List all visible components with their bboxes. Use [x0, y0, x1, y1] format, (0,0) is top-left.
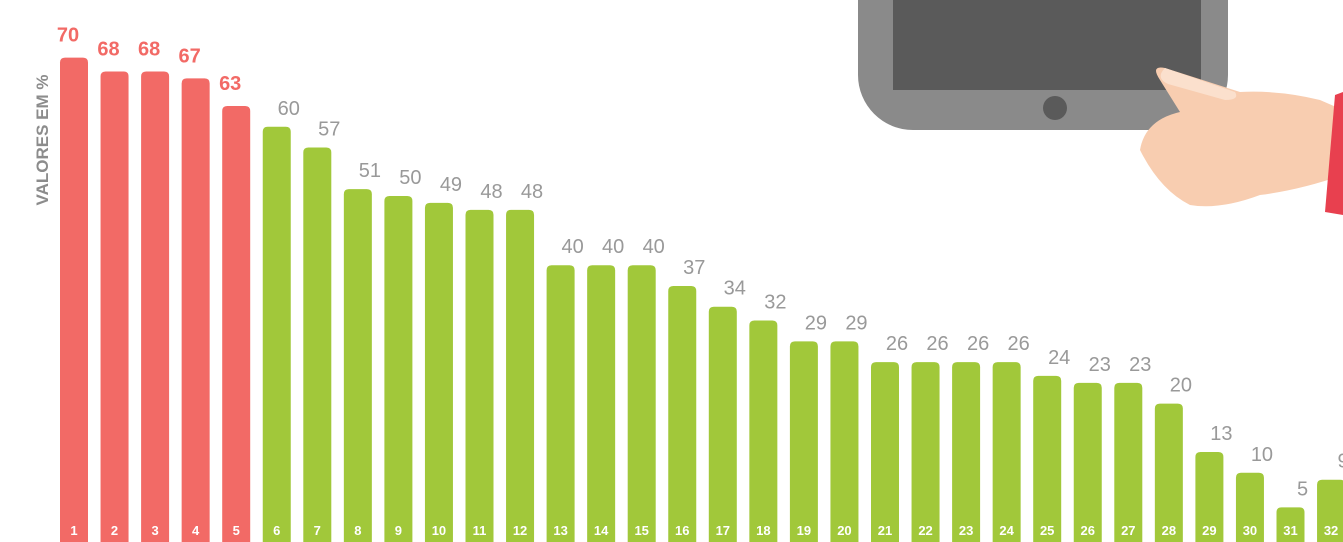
bar [1073, 382, 1102, 542]
bar [343, 189, 372, 542]
category-label: 23 [959, 523, 973, 538]
bar [424, 202, 453, 542]
bar [1114, 382, 1143, 542]
category-label: 8 [354, 523, 361, 538]
bar [1195, 452, 1224, 542]
category-label: 7 [314, 523, 321, 538]
category-label: 4 [192, 523, 200, 538]
value-label: 51 [359, 160, 381, 182]
value-label: 5 [1297, 478, 1308, 500]
bar [141, 71, 170, 542]
bar [830, 341, 859, 542]
value-label: 40 [643, 236, 665, 258]
value-label: 40 [602, 236, 624, 258]
bar [1154, 403, 1183, 542]
bar [749, 320, 778, 542]
bar [992, 362, 1021, 542]
value-label: 26 [886, 333, 908, 355]
value-label: 9 [1337, 451, 1343, 473]
bar [1235, 472, 1264, 542]
value-label: 26 [967, 333, 989, 355]
bar [871, 362, 899, 542]
category-label: 32 [1324, 523, 1338, 538]
category-label: 22 [918, 523, 932, 538]
bar [911, 362, 940, 542]
category-label: 29 [1202, 523, 1216, 538]
category-label: 25 [1040, 523, 1054, 538]
category-label: 3 [151, 523, 158, 538]
category-label: 16 [675, 523, 689, 538]
category-label: 6 [273, 523, 280, 538]
value-label: 50 [399, 167, 421, 189]
value-label: 57 [318, 119, 340, 141]
category-label: 2 [111, 523, 118, 538]
value-label: 20 [1170, 375, 1192, 397]
bar [708, 306, 737, 542]
value-label: 68 [138, 38, 160, 60]
value-label: 40 [561, 236, 583, 258]
category-label: 1 [70, 523, 77, 538]
value-label: 10 [1251, 444, 1273, 466]
bar [465, 209, 494, 542]
category-label: 10 [432, 523, 446, 538]
value-label: 49 [440, 174, 462, 196]
value-label: 29 [845, 312, 867, 334]
value-label: 70 [57, 25, 79, 47]
y-axis-label: VALORES EM % [33, 75, 52, 206]
category-label: 19 [797, 523, 811, 538]
bar [1033, 375, 1062, 542]
category-label: 28 [1162, 523, 1176, 538]
value-label: 26 [1008, 333, 1030, 355]
value-label: 68 [97, 38, 119, 60]
category-label: 27 [1121, 523, 1135, 538]
category-label: 18 [756, 523, 770, 538]
bar [789, 341, 818, 542]
category-label: 5 [233, 523, 240, 538]
value-label: 13 [1210, 423, 1232, 445]
value-label: 29 [805, 312, 827, 334]
bar [587, 265, 616, 542]
value-label: 37 [683, 257, 705, 279]
bar [222, 106, 251, 542]
category-label: 24 [999, 523, 1014, 538]
bar [952, 362, 981, 542]
value-label: 23 [1089, 354, 1111, 376]
value-label: 48 [521, 181, 543, 203]
category-label: 11 [473, 523, 487, 538]
category-label: 14 [594, 523, 609, 538]
value-label: 48 [480, 181, 502, 203]
bar [100, 71, 129, 542]
value-label: 32 [764, 292, 786, 314]
bar [262, 126, 291, 542]
value-label: 26 [926, 333, 948, 355]
value-label: 60 [278, 98, 300, 120]
bar [546, 265, 575, 542]
bar [627, 265, 656, 542]
value-label: 34 [724, 278, 746, 300]
category-label: 31 [1283, 523, 1297, 538]
bar [181, 78, 210, 542]
category-label: 30 [1243, 523, 1257, 538]
value-label: 67 [179, 45, 201, 67]
category-label: 21 [878, 523, 892, 538]
category-label: 26 [1081, 523, 1095, 538]
category-label: 17 [716, 523, 730, 538]
category-label: 9 [395, 523, 402, 538]
bar [668, 285, 697, 542]
category-label: 20 [837, 523, 851, 538]
bar [1317, 479, 1343, 542]
bar [60, 57, 88, 542]
category-label: 15 [634, 523, 648, 538]
value-label: 63 [219, 73, 241, 95]
bar [303, 147, 332, 542]
category-label: 12 [513, 523, 527, 538]
category-label: 13 [553, 523, 567, 538]
bar [1276, 507, 1305, 542]
tablet-illustration [858, 0, 1343, 215]
bar [506, 209, 535, 542]
value-label: 24 [1048, 347, 1070, 369]
value-label: 23 [1129, 354, 1151, 376]
bar [384, 196, 413, 542]
